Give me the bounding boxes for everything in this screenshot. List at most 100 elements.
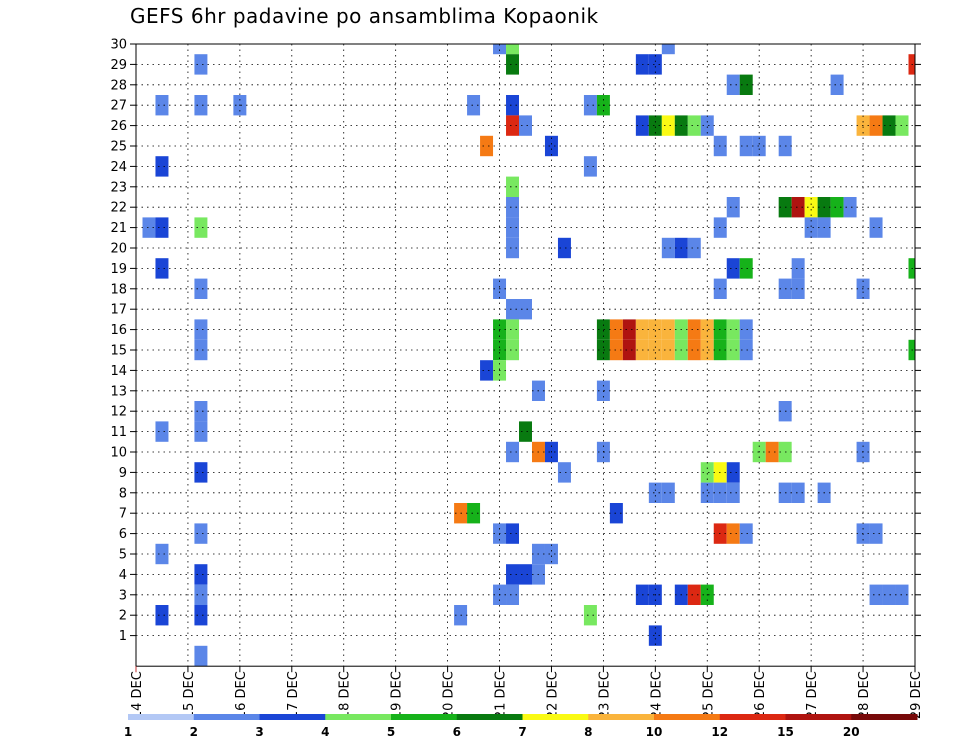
heatmap-cell xyxy=(506,237,520,259)
colorbar-swatch xyxy=(193,714,260,720)
heatmap-cell xyxy=(493,44,507,55)
heatmap-cell xyxy=(583,156,597,177)
heatmap-cell xyxy=(739,135,753,157)
y-tick-label: 16 xyxy=(110,323,127,338)
colorbar-level-label: 6 xyxy=(453,725,461,739)
heatmap-cell xyxy=(467,95,481,116)
heatmap-cell xyxy=(194,95,208,116)
colorbar-swatch xyxy=(654,714,721,720)
heatmap-cell xyxy=(506,176,520,197)
heatmap-cell xyxy=(155,605,169,626)
colorbar-level-label: 7 xyxy=(518,725,526,739)
heatmap-cell xyxy=(687,319,701,340)
heatmap-cell xyxy=(194,584,208,605)
y-tick-label: 12 xyxy=(110,405,127,420)
y-tick-label: 17 xyxy=(110,303,127,318)
x-tick-label: 25 DEC xyxy=(701,671,716,719)
x-tick-label: 20 DEC xyxy=(442,671,457,719)
heatmap-cell xyxy=(895,584,909,605)
heatmap-cell xyxy=(700,339,714,361)
y-tick-label: 2 xyxy=(119,609,127,624)
colorbar-level-label: 8 xyxy=(584,725,592,739)
y-tick-label: 14 xyxy=(110,364,127,379)
y-tick-label: 20 xyxy=(110,242,127,257)
heatmap-cell xyxy=(687,237,701,259)
colorbar-level-label: 1 xyxy=(124,725,132,739)
heatmap-cell xyxy=(739,258,753,279)
heatmap-cell xyxy=(155,217,169,238)
heatmap-cell xyxy=(661,339,675,361)
heatmap-cell xyxy=(830,197,844,218)
colorbar-level-label: 15 xyxy=(777,725,794,739)
heatmap-cell xyxy=(765,441,779,463)
y-tick-label: 11 xyxy=(110,425,127,440)
y-tick-label: 5 xyxy=(119,548,127,563)
x-tick-label: 15 DEC xyxy=(182,671,197,719)
y-axis-ticks: 1234567891011121314151617181920212223242… xyxy=(110,38,921,644)
heatmap-cell xyxy=(661,482,675,503)
heatmap-cell xyxy=(583,95,597,116)
heatmap-cell xyxy=(194,54,208,75)
heatmap-cell xyxy=(194,401,208,422)
colorbar-level-label: 12 xyxy=(711,725,728,739)
heatmap-cell xyxy=(155,258,169,279)
heatmap-cell xyxy=(726,339,740,361)
heatmap-cell xyxy=(882,584,896,605)
y-tick-label: 26 xyxy=(110,119,127,134)
heatmap-cell xyxy=(661,115,675,136)
colorbar-swatch xyxy=(851,714,918,720)
x-tick-label: 17 DEC xyxy=(286,671,301,719)
heatmap-cell xyxy=(596,319,610,340)
heatmap-cell xyxy=(194,645,208,667)
heatmap-cell xyxy=(791,278,805,299)
heatmap-cell xyxy=(661,237,675,259)
heatmap-cell xyxy=(194,339,208,361)
heatmap-cell xyxy=(726,462,740,483)
heatmap-cell xyxy=(739,339,753,361)
heatmap-cell xyxy=(830,74,844,95)
x-tick-label: 16 DEC xyxy=(234,671,249,719)
heatmap-cell xyxy=(791,258,805,279)
grid-lines xyxy=(136,43,915,667)
heatmap-cell xyxy=(519,421,532,442)
heatmap-cell xyxy=(506,339,520,361)
x-tick-label: 19 DEC xyxy=(390,671,405,719)
heatmap-cell xyxy=(648,482,662,503)
heatmap-cell xyxy=(155,156,169,177)
x-tick-label: 24 DEC xyxy=(649,671,664,719)
y-tick-label: 8 xyxy=(119,486,127,501)
heatmap-cell xyxy=(142,217,156,238)
heatmap-cell xyxy=(648,319,662,340)
heatmap-cell xyxy=(194,462,208,483)
heatmap-cell xyxy=(506,95,520,116)
plot-frame xyxy=(135,43,916,667)
heatmap-cell xyxy=(155,421,169,442)
x-tick-label: 18 DEC xyxy=(338,671,353,719)
heatmap-cell xyxy=(791,482,805,503)
heatmap-cell xyxy=(791,197,805,218)
heatmap-cell xyxy=(661,44,675,55)
heatmap-cell xyxy=(194,523,208,544)
heatmap-cell xyxy=(480,135,494,157)
heatmap-cell xyxy=(194,319,208,340)
heatmap-cell xyxy=(506,44,520,55)
heatmap-cell xyxy=(506,54,520,75)
y-tick-label: 18 xyxy=(110,282,127,297)
x-tick-label: 27 DEC xyxy=(805,671,820,719)
heatmap-cell xyxy=(506,115,520,136)
colorbar-level-label: 20 xyxy=(843,725,860,739)
heatmap-cell xyxy=(467,503,481,524)
heatmap-cell xyxy=(506,319,520,340)
heatmap-cell xyxy=(726,197,740,218)
y-tick-label: 29 xyxy=(110,58,127,73)
x-axis-ticks: 14 DEC 15 DEC 16 DEC 17 DEC 18 DEC 19 DEC 20 D… xyxy=(130,666,924,719)
x-tick-label: 23 DEC xyxy=(597,671,612,719)
heatmap-cell xyxy=(882,115,896,136)
heatmap-cell xyxy=(506,584,520,605)
x-tick-label: 14 DEC xyxy=(130,671,145,719)
heatmap-cell xyxy=(609,339,623,361)
heatmap-cell xyxy=(194,278,208,299)
x-tick-label: 21 DEC xyxy=(494,671,509,719)
colorbar-swatch xyxy=(128,714,195,720)
